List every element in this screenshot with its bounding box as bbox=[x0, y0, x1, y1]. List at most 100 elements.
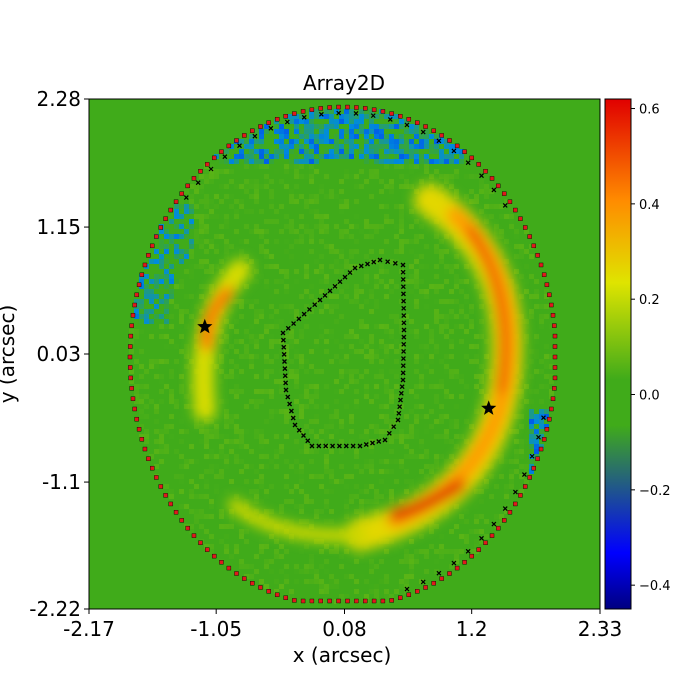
heatmap-cell bbox=[289, 284, 294, 289]
heatmap-cell bbox=[389, 139, 394, 144]
heatmap-cell bbox=[294, 134, 299, 139]
heatmap-cell bbox=[414, 239, 419, 244]
heatmap-cell bbox=[304, 284, 309, 289]
heatmap-cell bbox=[449, 259, 454, 264]
heatmap-cell bbox=[204, 439, 209, 444]
heatmap-cell bbox=[269, 339, 274, 344]
heatmap-cell bbox=[529, 324, 534, 329]
heatmap-cell bbox=[369, 219, 374, 224]
heatmap-cell bbox=[314, 294, 319, 299]
heatmap-cell bbox=[264, 399, 269, 404]
heatmap-cell bbox=[459, 329, 464, 334]
heatmap-cell bbox=[514, 409, 519, 414]
heatmap-cell bbox=[304, 289, 309, 294]
heatmap-cell bbox=[454, 194, 459, 199]
heatmap-cell bbox=[249, 209, 254, 214]
heatmap-cell bbox=[359, 254, 364, 259]
heatmap-cell bbox=[344, 154, 349, 159]
heatmap-cell bbox=[274, 234, 279, 239]
heatmap-cell bbox=[164, 259, 169, 264]
heatmap-cell bbox=[509, 244, 514, 249]
heatmap-cell bbox=[374, 259, 379, 264]
heatmap-cell bbox=[424, 289, 429, 294]
heatmap-cell bbox=[434, 339, 439, 344]
heatmap-cell bbox=[539, 379, 544, 384]
heatmap-cell bbox=[259, 434, 264, 439]
heatmap-cell bbox=[244, 149, 249, 154]
heatmap-cell bbox=[289, 184, 294, 189]
heatmap-cell bbox=[144, 299, 149, 304]
heatmap-cell bbox=[184, 284, 189, 289]
heatmap-cell bbox=[334, 159, 339, 164]
heatmap-cell bbox=[214, 359, 219, 364]
heatmap-cell bbox=[289, 164, 294, 169]
heatmap-cell bbox=[214, 279, 219, 284]
heatmap-cell bbox=[384, 159, 389, 164]
heatmap-cell bbox=[294, 159, 299, 164]
heatmap-cell bbox=[389, 154, 394, 159]
heatmap-cell bbox=[354, 274, 359, 279]
heatmap-cell bbox=[444, 359, 449, 364]
heatmap-cell bbox=[199, 174, 204, 179]
heatmap-cell bbox=[384, 419, 389, 424]
heatmap-cell bbox=[264, 279, 269, 284]
heatmap-cell bbox=[409, 374, 414, 379]
heatmap-cell bbox=[239, 419, 244, 424]
heatmap-cell bbox=[299, 279, 304, 284]
heatmap-cell bbox=[419, 259, 424, 264]
heatmap-cell bbox=[239, 314, 244, 319]
heatmap-cell bbox=[219, 184, 224, 189]
heatmap-cell bbox=[309, 259, 314, 264]
heatmap-cell bbox=[214, 154, 219, 159]
heatmap-cell bbox=[539, 284, 544, 289]
heatmap-cell bbox=[329, 114, 334, 119]
heatmap-cell bbox=[209, 424, 214, 429]
heatmap-cell bbox=[439, 409, 444, 414]
heatmap-cell bbox=[324, 329, 329, 334]
heatmap-cell bbox=[209, 244, 214, 249]
heatmap-cell bbox=[194, 419, 199, 424]
heatmap-cell bbox=[259, 404, 264, 409]
heatmap-cell bbox=[144, 279, 149, 284]
heatmap-cell bbox=[414, 329, 419, 334]
heatmap-cell bbox=[309, 289, 314, 294]
heatmap-cell bbox=[334, 434, 339, 439]
heatmap-cell bbox=[404, 344, 409, 349]
heatmap-cell bbox=[404, 404, 409, 409]
heatmap-cell bbox=[234, 414, 239, 419]
heatmap-cell bbox=[469, 264, 474, 269]
heatmap-cell bbox=[274, 174, 279, 179]
heatmap-cell bbox=[399, 319, 404, 324]
heatmap-cell bbox=[529, 449, 534, 454]
heatmap-cell bbox=[154, 414, 159, 419]
heatmap-cell bbox=[239, 444, 244, 449]
heatmap-cell bbox=[149, 379, 154, 384]
heatmap-cell bbox=[189, 244, 194, 249]
heatmap-cell bbox=[419, 129, 424, 134]
heatmap-cell bbox=[179, 319, 184, 324]
heatmap-cell bbox=[289, 309, 294, 314]
heatmap-cell bbox=[374, 109, 379, 114]
heatmap-cell bbox=[159, 439, 164, 444]
heatmap-cell bbox=[319, 129, 324, 134]
heatmap-cell bbox=[254, 159, 259, 164]
heatmap-cell bbox=[389, 229, 394, 234]
heatmap-cell bbox=[334, 279, 339, 284]
heatmap-cell bbox=[204, 284, 209, 289]
heatmap-cell bbox=[474, 374, 479, 379]
heatmap-cell bbox=[239, 344, 244, 349]
heatmap-cell bbox=[174, 379, 179, 384]
heatmap-cell bbox=[429, 344, 434, 349]
heatmap-cell bbox=[249, 259, 254, 264]
heatmap-cell bbox=[419, 339, 424, 344]
heatmap-cell bbox=[399, 289, 404, 294]
heatmap-cell bbox=[234, 409, 239, 414]
heatmap-cell bbox=[389, 269, 394, 274]
heatmap-cell bbox=[259, 349, 264, 354]
heatmap-cell bbox=[209, 209, 214, 214]
heatmap-cell bbox=[259, 344, 264, 349]
heatmap-cell bbox=[324, 374, 329, 379]
heatmap-cell bbox=[484, 309, 489, 314]
heatmap-cell bbox=[209, 234, 214, 239]
heatmap-cell bbox=[479, 319, 484, 324]
